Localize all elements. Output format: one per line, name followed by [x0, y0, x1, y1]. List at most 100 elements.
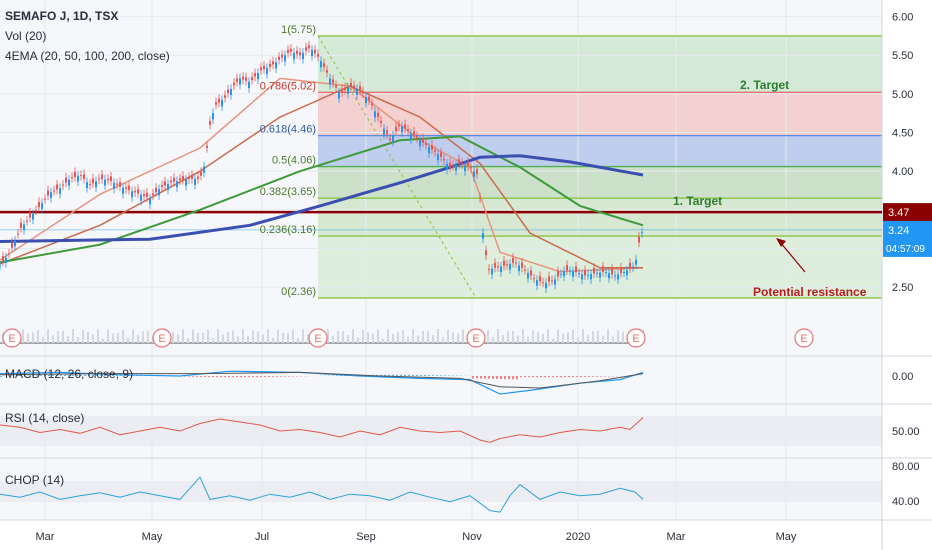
- macd-histogram-bar: [472, 376, 474, 379]
- price-axis-tick: 5.50: [892, 50, 913, 62]
- volume-bar: [417, 335, 419, 343]
- time-axis-tick: Mar: [667, 531, 686, 543]
- macd-histogram-bar: [128, 375, 130, 376]
- candle-body: [500, 266, 502, 273]
- volume-bar: [392, 333, 394, 343]
- volume-bar: [47, 329, 49, 343]
- macd-histogram-bar: [392, 374, 394, 376]
- candle-body: [473, 171, 475, 177]
- macd-histogram-bar: [124, 375, 126, 376]
- macd-histogram-bar: [112, 375, 114, 376]
- volume-bar: [412, 329, 414, 343]
- macd-histogram-bar: [36, 375, 38, 376]
- macd-histogram-bar: [68, 374, 70, 376]
- candle-body: [350, 82, 352, 87]
- earnings-marker: [626, 328, 646, 348]
- candle-body: [539, 276, 541, 282]
- candle-body: [0, 265, 1, 267]
- candle-body: [434, 150, 436, 152]
- candle-body: [65, 177, 67, 183]
- volume-bar: [397, 332, 399, 343]
- macd-histogram-bar: [96, 374, 98, 376]
- ema-indicator-title: 4EMA (20, 50, 100, 200, close): [5, 49, 170, 63]
- macd-histogram-bar: [184, 376, 186, 377]
- rsi-line: [0, 417, 644, 443]
- macd-histogram-bar: [272, 376, 274, 377]
- macd-histogram-bar: [248, 376, 250, 378]
- candle-body: [104, 179, 106, 186]
- macd-histogram-bar: [440, 375, 442, 376]
- candle-body: [107, 178, 109, 181]
- candle-body: [356, 88, 358, 95]
- macd-histogram-bar: [52, 374, 54, 376]
- candle-body: [56, 184, 58, 190]
- last-price-badge: [883, 220, 932, 257]
- candle-body: [278, 56, 280, 60]
- candle-body: [446, 163, 448, 170]
- candle-body: [386, 130, 388, 135]
- candle-body: [482, 232, 484, 239]
- candle-body: [326, 70, 328, 73]
- candle-body: [236, 78, 238, 82]
- candle-body: [137, 189, 139, 194]
- volume-bar: [552, 338, 554, 343]
- macd-histogram-bar: [200, 376, 202, 377]
- macd-histogram-bar: [120, 375, 122, 376]
- macd-histogram-bar: [600, 376, 602, 377]
- candle-body: [251, 77, 253, 80]
- candle-body: [167, 183, 169, 190]
- candle-body: [44, 198, 46, 200]
- candle-body: [464, 165, 466, 172]
- candle-body: [578, 273, 580, 275]
- candle-body: [269, 63, 271, 67]
- resistance-price-text: 3.47: [888, 207, 909, 219]
- macd-histogram-bar: [208, 376, 210, 378]
- volume-bar: [82, 330, 84, 343]
- macd-histogram-bar: [448, 375, 450, 376]
- macd-histogram-bar: [280, 376, 282, 377]
- macd-histogram-bar: [260, 376, 262, 378]
- candle-body: [143, 194, 145, 196]
- candle-body: [179, 178, 181, 181]
- macd-histogram-bar: [380, 374, 382, 376]
- volume-bar: [357, 337, 359, 343]
- candle-body: [485, 250, 487, 256]
- macd-histogram-bar: [72, 374, 74, 376]
- candle-body: [62, 184, 64, 186]
- volume-bar: [542, 334, 544, 343]
- volume-bar: [527, 336, 529, 343]
- earnings-label: E: [158, 333, 165, 345]
- candle-body: [617, 274, 619, 280]
- candle-body: [275, 62, 277, 69]
- macd-histogram-bar: [92, 374, 94, 376]
- macd-histogram-bar: [404, 374, 406, 376]
- fib-label: 0.618(4.46): [260, 124, 316, 136]
- candle-body: [587, 274, 589, 276]
- volume-bar: [172, 331, 174, 343]
- candle-body: [458, 159, 460, 164]
- candle-body: [23, 224, 25, 230]
- candle-body: [422, 138, 424, 143]
- candle-body: [260, 67, 262, 71]
- macd-histogram-bar: [496, 376, 498, 379]
- price-axis-tick: 5.00: [892, 89, 913, 101]
- candle-body: [26, 220, 28, 222]
- fib-label: 0.5(4.06): [272, 155, 316, 167]
- volume-bar: [532, 330, 534, 343]
- macd-histogram-bar: [56, 374, 58, 376]
- candle-body: [95, 181, 97, 188]
- candle-body: [92, 178, 94, 184]
- volume-bar: [457, 333, 459, 343]
- volume-bar: [272, 337, 274, 343]
- candle-body: [494, 262, 496, 268]
- candle-body: [194, 178, 196, 185]
- candle-body: [317, 54, 319, 57]
- candle-body: [5, 257, 7, 263]
- candle-body: [140, 194, 142, 201]
- volume-bar: [207, 329, 209, 343]
- volume-bar: [327, 329, 329, 343]
- macd-histogram-bar: [416, 374, 418, 376]
- target-2-label: 2. Target: [740, 78, 789, 92]
- macd-histogram-bar: [504, 376, 506, 380]
